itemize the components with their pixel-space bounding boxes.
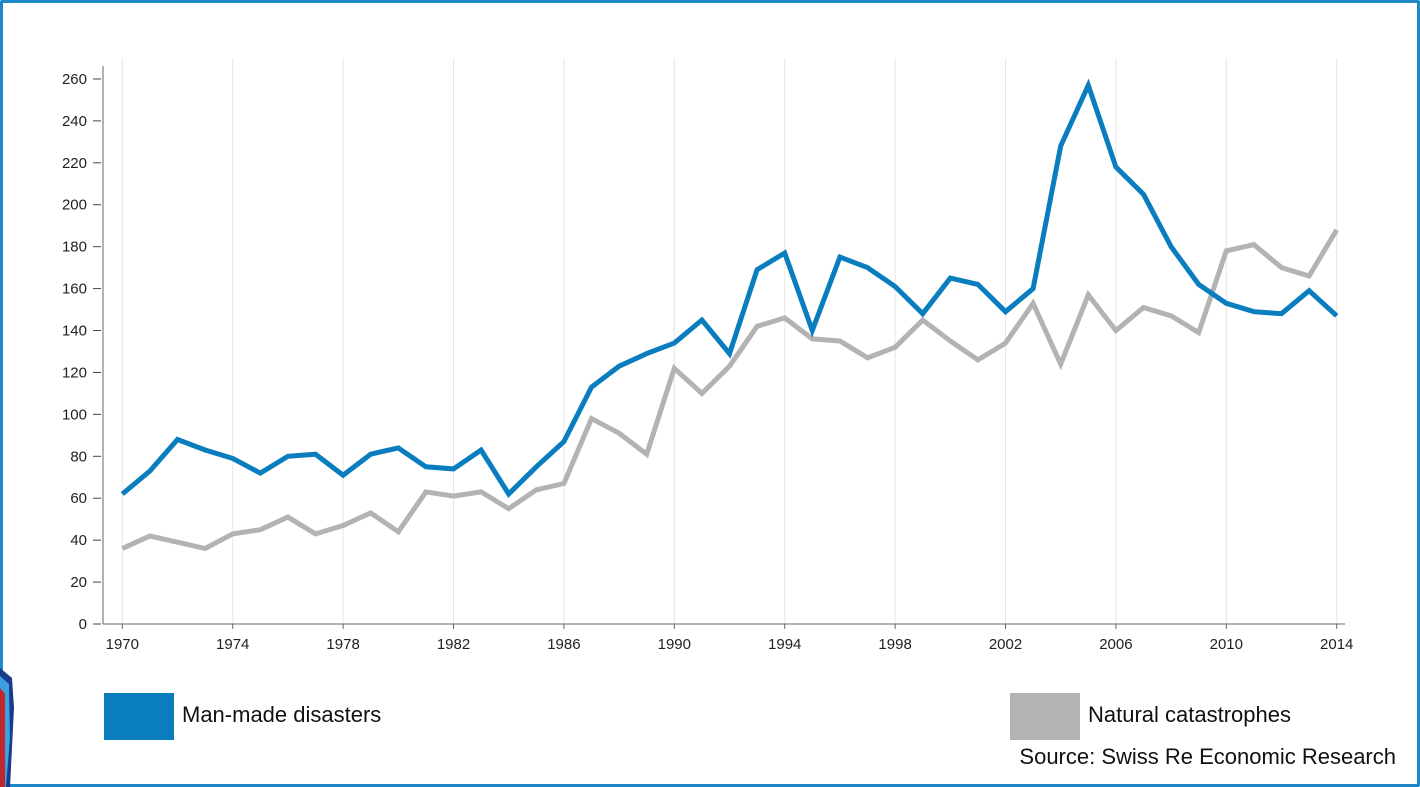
x-tick-label: 1982	[437, 636, 470, 653]
x-tick-label: 1990	[658, 636, 691, 653]
x-tick-label: 1986	[547, 636, 580, 653]
y-tick-label: 140	[62, 323, 87, 340]
series-line-man-made	[120, 78, 1339, 498]
y-tick-label: 60	[70, 490, 87, 507]
x-tick-label: 1994	[768, 636, 801, 653]
y-tick-label: 180	[62, 239, 87, 256]
y-tick-label: 260	[62, 71, 87, 88]
legend-label-man-made: Man-made disasters	[182, 702, 382, 727]
y-tick-label: 40	[70, 532, 87, 549]
y-tick-label: 100	[62, 406, 87, 423]
y-tick-label: 220	[62, 155, 87, 172]
legend-swatch-man-made	[104, 693, 174, 740]
x-tick-label: 2006	[1099, 636, 1132, 653]
x-tick-label: 2010	[1210, 636, 1243, 653]
y-tick-label: 0	[79, 616, 87, 633]
x-tick-label: 1978	[326, 636, 359, 653]
legend-swatch-natural	[1010, 693, 1080, 740]
legend-label-natural: Natural catastrophes	[1088, 702, 1291, 727]
y-tick-label: 160	[62, 281, 87, 298]
axes: 0 20 40 60 80 100 120 140 160 180 200 220 240 260 1970…	[62, 66, 1353, 653]
y-tick-label: 20	[70, 574, 87, 591]
y-tick-label: 120	[62, 364, 87, 381]
x-tick-label: 2014	[1320, 636, 1353, 653]
x-tick-label: 1974	[216, 636, 249, 653]
corner-decoration	[0, 668, 18, 787]
gridlines	[121, 58, 1338, 624]
x-tick-label: 2002	[989, 636, 1022, 653]
y-tick-label: 200	[62, 197, 87, 214]
x-tick-label: 1998	[878, 636, 911, 653]
x-tick-label: 1970	[106, 636, 139, 653]
y-tick-label: 240	[62, 113, 87, 130]
source-note: Source: Swiss Re Economic Research	[1019, 744, 1396, 769]
y-tick-label: 80	[70, 448, 87, 465]
series-line-natural	[121, 228, 1339, 552]
series-lines	[120, 78, 1339, 552]
line-chart: 0 20 40 60 80 100 120 140 160 180 200 220 240 260 1970…	[62, 58, 1353, 653]
